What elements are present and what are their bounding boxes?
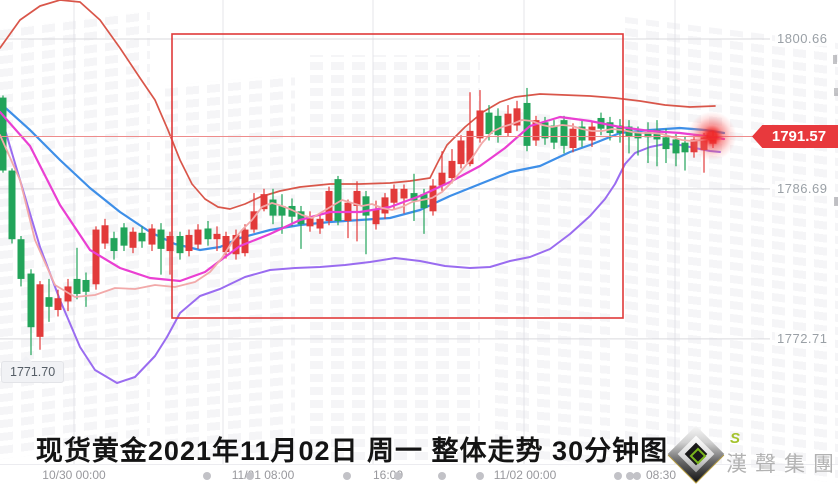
candle-body <box>92 229 100 285</box>
candle-body <box>569 128 577 149</box>
candle-body <box>36 284 44 337</box>
candle-body <box>17 239 25 279</box>
candle-body <box>381 197 389 214</box>
candle-body <box>0 97 7 171</box>
watermark-dash <box>834 88 838 96</box>
watermark-dash <box>833 55 837 64</box>
last-price-marker-glow <box>688 112 736 160</box>
highlight-box <box>171 33 624 319</box>
candle-body <box>485 112 493 135</box>
candle-body <box>120 227 128 246</box>
candle-body <box>110 238 118 252</box>
candle-body <box>157 229 165 249</box>
candle-body <box>560 120 568 146</box>
candle-body <box>269 199 277 216</box>
candle-body <box>523 102 531 146</box>
lower-band-line <box>0 112 721 384</box>
candle-body <box>457 140 465 165</box>
candle-body <box>606 122 614 133</box>
current-price-tag: 1791.57 <box>752 125 838 148</box>
brand-logo: S 漢聲集團 <box>667 425 838 484</box>
candle-body <box>316 218 324 229</box>
candle-body <box>129 231 137 248</box>
candle-body <box>550 125 558 143</box>
candle-body <box>45 297 53 307</box>
chart-caption: 现货黄金2021年11月02日 周一 整体走势 30分钟图 <box>35 436 669 466</box>
ma-fast-line <box>0 119 721 298</box>
candle-body <box>672 139 680 154</box>
candle-body <box>176 236 184 254</box>
ma-magenta-line <box>0 110 726 283</box>
candle-body <box>494 115 502 136</box>
session-low-label: 1771.70 <box>1 356 65 383</box>
candle-body <box>476 110 484 139</box>
candle-body <box>634 132 642 139</box>
candle-body <box>390 188 398 203</box>
candle-body <box>204 228 212 240</box>
candle-body <box>222 236 230 253</box>
upper-band-line <box>0 0 716 210</box>
candle-body <box>101 225 109 244</box>
candle-body <box>213 233 221 240</box>
candle-body <box>372 209 380 225</box>
candle-body <box>138 232 146 242</box>
logo-s-mark: S <box>730 430 741 447</box>
candle-body <box>54 298 62 311</box>
candle-body <box>194 229 202 245</box>
brand-name: 漢聲集團 <box>726 453 838 476</box>
candle-body <box>185 234 193 252</box>
candle-body <box>241 229 249 254</box>
candle-body <box>400 188 408 199</box>
candle-body <box>297 211 305 225</box>
candle-body <box>73 278 81 294</box>
watermark-dash <box>834 197 838 206</box>
candle-body <box>148 228 156 245</box>
candle-body <box>8 170 16 240</box>
candle-body <box>82 279 90 292</box>
candle-body <box>27 273 35 328</box>
candle-body <box>662 137 670 150</box>
candle-body <box>504 113 512 133</box>
candle-body <box>588 126 596 141</box>
candle-body <box>448 160 456 179</box>
